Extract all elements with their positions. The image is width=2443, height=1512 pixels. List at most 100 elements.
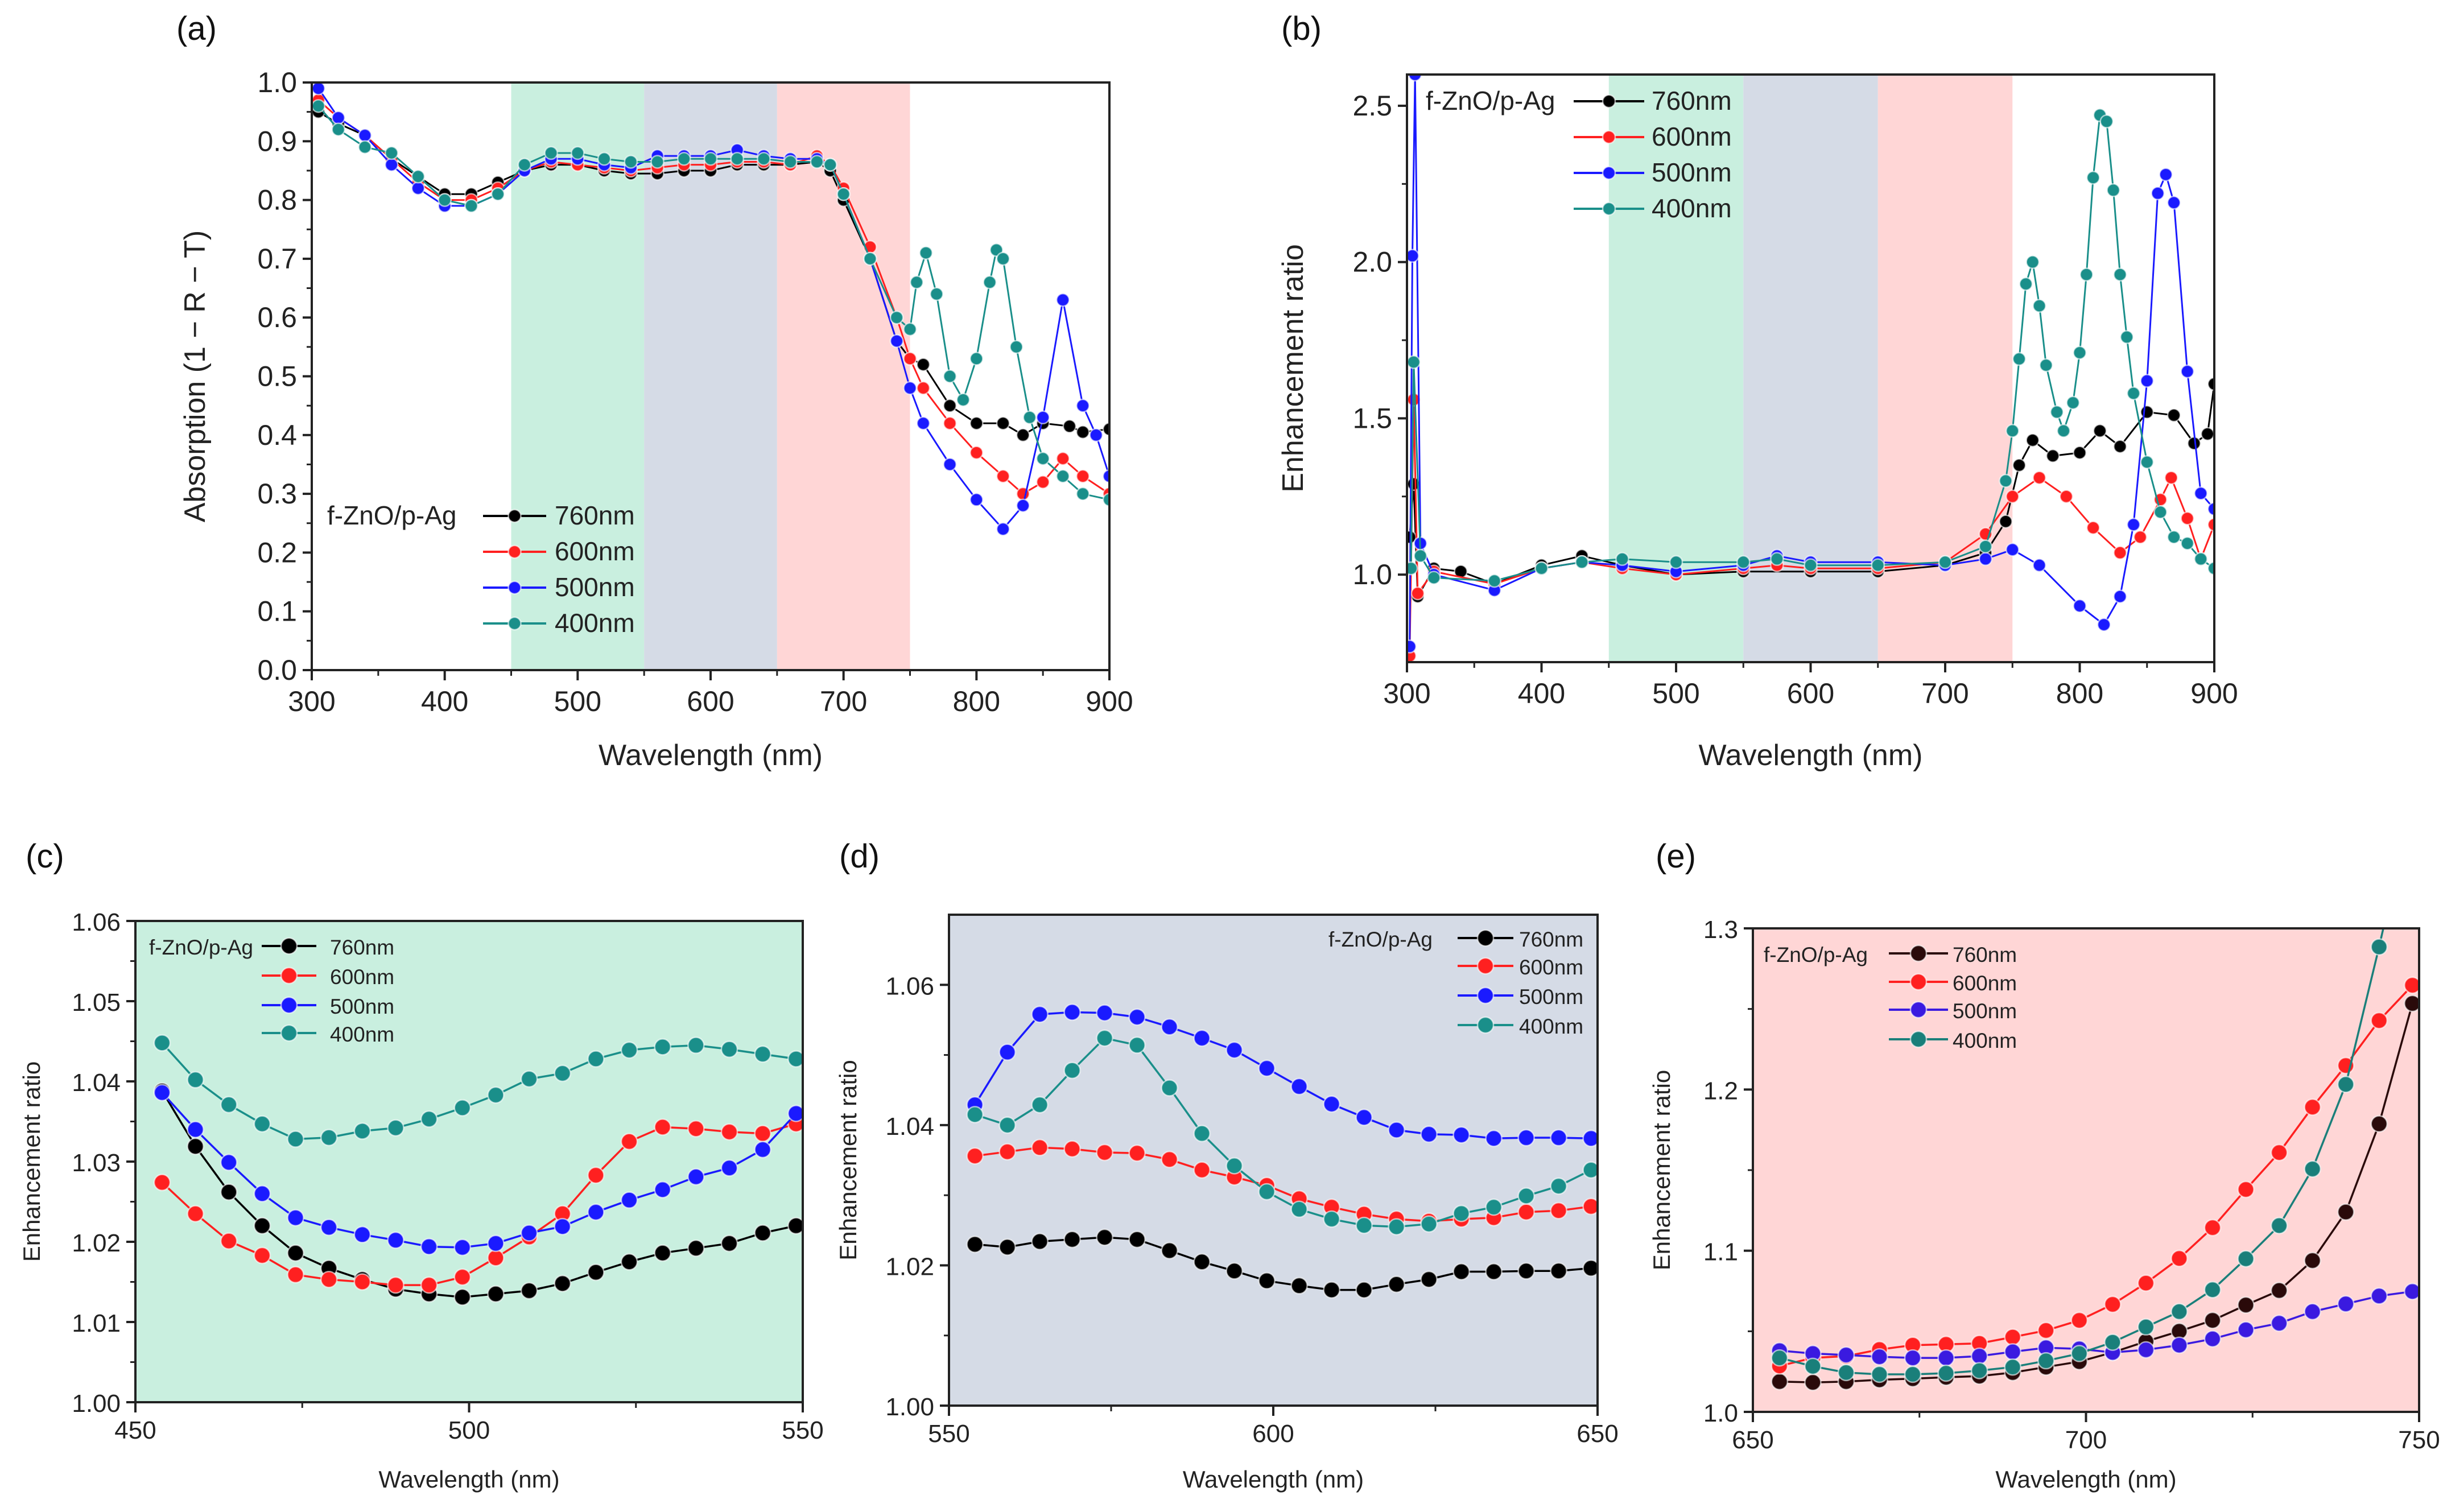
- legend-label-600nm: 600nm: [1652, 122, 1732, 151]
- data-point-400nm: [411, 170, 426, 184]
- data-point-400nm: [654, 1038, 671, 1056]
- data-point-400nm: [1022, 410, 1037, 425]
- data-point-500nm: [620, 1191, 638, 1209]
- data-point-400nm: [2337, 1076, 2355, 1093]
- data-point-600nm: [420, 1276, 438, 1294]
- data-point-600nm: [387, 1276, 405, 1294]
- data-point-500nm: [1550, 1129, 1567, 1147]
- data-point-500nm: [2207, 502, 2214, 517]
- data-point-400nm: [1904, 1365, 1922, 1383]
- y-axis-title: Enhancement ratio: [1648, 1070, 1675, 1271]
- legend-marker-500nm: [280, 996, 298, 1014]
- data-point-400nm: [1063, 1061, 1081, 1079]
- data-point-760nm: [966, 1236, 984, 1253]
- series-group: [966, 1003, 1598, 1299]
- data-point-400nm: [353, 1122, 372, 1140]
- data-point-400nm: [2025, 255, 2040, 269]
- data-point-400nm: [810, 155, 824, 169]
- data-point-500nm: [1128, 1008, 1146, 1026]
- legend-label-760nm: 760nm: [555, 501, 635, 530]
- data-point-500nm: [1388, 1121, 1405, 1139]
- data-point-500nm: [312, 82, 325, 96]
- data-point-500nm: [2159, 167, 2173, 182]
- data-point-400nm: [2079, 267, 2094, 282]
- data-point-760nm: [1063, 1230, 1081, 1249]
- data-point-500nm: [1582, 1130, 1598, 1147]
- chart-panel-c: 450 500 550 1.00 1.01 1.02 1.03 1.04 1.05 1.06 (c)…: [18, 838, 824, 1493]
- data-point-400nm: [2113, 267, 2127, 282]
- data-point-400nm: [253, 1115, 271, 1133]
- data-point-760nm: [2404, 994, 2419, 1013]
- data-point-400nm: [1161, 1079, 1178, 1097]
- legend: f-ZnO/p-Ag 760nm 600nm 500nm 400nm: [327, 501, 635, 638]
- data-point-760nm: [1193, 1253, 1211, 1271]
- data-point-600nm: [2237, 1180, 2255, 1199]
- data-point-400nm: [2106, 183, 2120, 197]
- data-point-500nm: [453, 1238, 472, 1257]
- x-tick-label: 400: [1518, 677, 1565, 709]
- data-point-760nm: [720, 1234, 738, 1253]
- data-point-500nm: [889, 334, 904, 348]
- data-point-600nm: [720, 1123, 738, 1141]
- data-point-400nm: [687, 1036, 705, 1054]
- data-point-500nm: [2304, 1303, 2321, 1321]
- legend-marker-600nm: [1602, 130, 1616, 144]
- data-point-400nm: [2194, 552, 2208, 566]
- data-point-600nm: [1550, 1202, 1567, 1220]
- data-point-500nm: [1035, 410, 1050, 425]
- legend-title: f-ZnO/p-Ag: [149, 936, 253, 959]
- data-point-600nm: [903, 352, 917, 366]
- data-point-400nm: [919, 246, 933, 260]
- data-point-500nm: [1420, 1125, 1438, 1143]
- x-tick-label: 650: [1732, 1426, 1773, 1454]
- data-point-400nm: [597, 152, 612, 166]
- panel-label: (b): [1281, 10, 1322, 47]
- data-point-760nm: [620, 1253, 638, 1271]
- data-point-760nm: [220, 1183, 238, 1201]
- y-tick-label: 1.01: [72, 1309, 121, 1337]
- data-point-600nm: [587, 1166, 605, 1184]
- legend-marker-500nm: [1476, 986, 1495, 1005]
- x-tick-label: 900: [1086, 685, 1133, 717]
- chart-panel-a: 300 400 500 600 700 800 900 0.0 0.1 0.2 0.3 0.4 0.5 0…: [176, 10, 1133, 772]
- data-point-760nm: [998, 1238, 1016, 1256]
- data-point-400nm: [2099, 114, 2114, 129]
- data-point-760nm: [754, 1224, 771, 1242]
- data-point-400nm: [1770, 552, 1784, 566]
- legend-label-400nm: 400nm: [1519, 1015, 1583, 1038]
- data-point-600nm: [153, 1174, 171, 1191]
- data-point-400nm: [1413, 548, 1427, 563]
- data-point-760nm: [2113, 439, 2127, 454]
- data-point-500nm: [720, 1159, 738, 1177]
- y-tick-label: 0.3: [257, 478, 297, 510]
- series-group: [1771, 928, 2419, 1391]
- x-axis-title: Wavelength (nm): [599, 739, 823, 772]
- data-point-600nm: [2137, 1274, 2155, 1292]
- y-tick-label: 0.5: [257, 361, 297, 393]
- data-point-500nm: [358, 128, 372, 143]
- data-point-600nm: [1517, 1203, 1535, 1221]
- chart-panel-d: 550 600 650 1.00 1.02 1.04 1.06 (d) Wavelength (…: [835, 838, 1619, 1493]
- data-point-400nm: [384, 146, 399, 160]
- x-axis-title: Wavelength (nm): [378, 1466, 559, 1493]
- chart-panel-e: 650 700 750 1.0 1.1 1.2 1.3 (e) Wavelength (nm) E…: [1648, 838, 2440, 1493]
- data-point-500nm: [520, 1224, 538, 1242]
- data-point-400nm: [2005, 424, 2020, 438]
- y-tick-label: 1.02: [72, 1229, 121, 1257]
- data-point-400nm: [1837, 1364, 1855, 1382]
- data-point-600nm: [187, 1205, 204, 1222]
- data-point-500nm: [787, 1105, 803, 1122]
- data-point-400nm: [2140, 455, 2154, 469]
- data-point-500nm: [487, 1234, 505, 1253]
- data-point-760nm: [1582, 1259, 1598, 1277]
- data-point-400nm: [703, 152, 718, 166]
- data-point-500nm: [687, 1168, 705, 1186]
- data-point-760nm: [2203, 1311, 2222, 1329]
- data-point-400nm: [2203, 1280, 2222, 1299]
- data-point-760nm: [1804, 1373, 1822, 1391]
- data-point-400nm: [1055, 469, 1070, 484]
- legend-marker-600nm: [280, 966, 298, 985]
- data-point-400nm: [998, 1116, 1016, 1134]
- legend-label-600nm: 600nm: [330, 965, 394, 989]
- panel-label: (d): [839, 838, 880, 875]
